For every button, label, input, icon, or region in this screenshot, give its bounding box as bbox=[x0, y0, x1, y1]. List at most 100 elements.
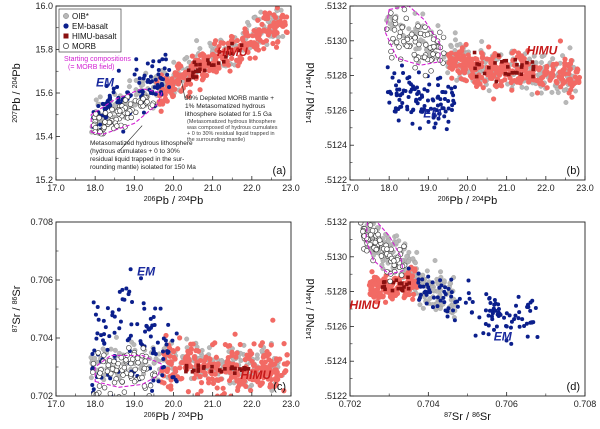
em-point bbox=[117, 326, 122, 331]
em-point bbox=[428, 290, 433, 295]
em-point bbox=[496, 302, 501, 307]
em-point bbox=[101, 338, 106, 343]
himu-point bbox=[459, 48, 465, 54]
em-point bbox=[396, 106, 401, 111]
himu-point bbox=[169, 76, 175, 82]
em-point bbox=[134, 67, 139, 72]
himu-point bbox=[184, 353, 191, 359]
x-tick-label: 22.0 bbox=[243, 399, 261, 409]
annotation-depleted-small-line3: + 0 to 30% residual liquid trapped in bbox=[187, 131, 275, 137]
himu-dark-point bbox=[217, 50, 222, 54]
em-point bbox=[102, 341, 107, 346]
series-himu_dark bbox=[472, 50, 536, 84]
annotation-metasomatized-line2: (hydrous cumulates + 0 to 30% bbox=[90, 148, 180, 155]
em-point bbox=[428, 106, 433, 111]
himu-point bbox=[232, 46, 239, 53]
em-point bbox=[504, 324, 509, 329]
morb-point bbox=[140, 345, 146, 351]
em-point bbox=[449, 86, 454, 91]
himu-point bbox=[507, 75, 513, 81]
oib-point bbox=[445, 70, 451, 76]
himu-dark-point bbox=[194, 75, 199, 79]
oib-point bbox=[208, 43, 214, 49]
em-point bbox=[425, 98, 430, 103]
himu-point bbox=[549, 74, 555, 80]
x-tick-label: 18.0 bbox=[86, 183, 104, 193]
oib-point bbox=[441, 278, 447, 284]
morb-point bbox=[389, 55, 395, 61]
x-tick-label: 23.0 bbox=[576, 183, 594, 193]
himu-point bbox=[247, 376, 253, 382]
em-point bbox=[486, 332, 491, 337]
y-tick-label: .5132 bbox=[324, 217, 347, 227]
himu-point bbox=[236, 377, 242, 383]
himu-dark-point bbox=[406, 286, 411, 291]
oib-point bbox=[447, 280, 453, 286]
em-point bbox=[157, 59, 162, 64]
himu-point bbox=[206, 380, 212, 386]
oib-point bbox=[417, 302, 423, 308]
himu-point bbox=[544, 85, 550, 91]
oib-point bbox=[194, 38, 200, 44]
morb-point bbox=[135, 359, 141, 366]
em-point bbox=[150, 91, 155, 96]
oib-point bbox=[529, 91, 535, 97]
em-point bbox=[91, 387, 96, 392]
em-point bbox=[407, 80, 412, 85]
em-point bbox=[431, 112, 436, 117]
em-point bbox=[151, 378, 156, 383]
himu-point bbox=[281, 388, 287, 394]
himu-point bbox=[569, 94, 575, 100]
himu-point bbox=[209, 376, 215, 382]
em-point bbox=[104, 84, 109, 89]
x-tick-label: 18.0 bbox=[380, 183, 398, 193]
himu-point bbox=[235, 63, 241, 69]
himu-dark-point bbox=[224, 54, 228, 59]
morb-point bbox=[123, 357, 129, 363]
himu-point bbox=[377, 290, 383, 296]
himu-point bbox=[205, 376, 212, 382]
himu-point bbox=[234, 57, 240, 63]
em-point bbox=[387, 100, 392, 105]
himu-point bbox=[175, 346, 181, 352]
morb-point bbox=[357, 222, 364, 226]
himu-point bbox=[402, 292, 408, 298]
himu-point bbox=[216, 43, 222, 50]
oib-point bbox=[394, 233, 400, 239]
morb-point bbox=[412, 65, 418, 71]
himu-point bbox=[561, 66, 567, 72]
himu-point bbox=[526, 75, 532, 82]
oib-point bbox=[92, 355, 98, 361]
em-point bbox=[148, 80, 153, 85]
himu-point bbox=[228, 374, 235, 381]
annotation-starting-line1: Starting compositions bbox=[64, 56, 131, 63]
panel-letter: (a) bbox=[273, 165, 286, 177]
em-point bbox=[463, 300, 468, 305]
legend-label-himu: HIMU-basalt bbox=[72, 32, 117, 41]
em-point bbox=[161, 357, 166, 362]
himu-dark-point bbox=[198, 62, 202, 67]
himu-point bbox=[240, 36, 246, 42]
himu-dark-point bbox=[184, 369, 188, 374]
em-point bbox=[432, 107, 437, 112]
morb-point bbox=[390, 35, 396, 42]
himu-point bbox=[173, 72, 179, 78]
em-point bbox=[442, 97, 447, 102]
oib-point bbox=[97, 94, 103, 100]
x-tick-label: 20.0 bbox=[165, 399, 183, 409]
y-tick-label: .5126 bbox=[324, 105, 347, 115]
morb-point bbox=[139, 374, 145, 381]
himu-point bbox=[271, 383, 278, 390]
himu-point bbox=[537, 65, 543, 71]
em-point bbox=[418, 292, 423, 297]
himu-point bbox=[479, 55, 485, 61]
himu-dark-point bbox=[531, 65, 536, 70]
em-point bbox=[170, 338, 175, 343]
em-point bbox=[415, 91, 420, 96]
himu-point bbox=[280, 12, 286, 18]
himu-point bbox=[508, 79, 514, 86]
oib-point bbox=[412, 260, 418, 266]
himu-point bbox=[480, 85, 486, 91]
himu-point bbox=[374, 299, 380, 305]
himu-point bbox=[233, 354, 239, 360]
